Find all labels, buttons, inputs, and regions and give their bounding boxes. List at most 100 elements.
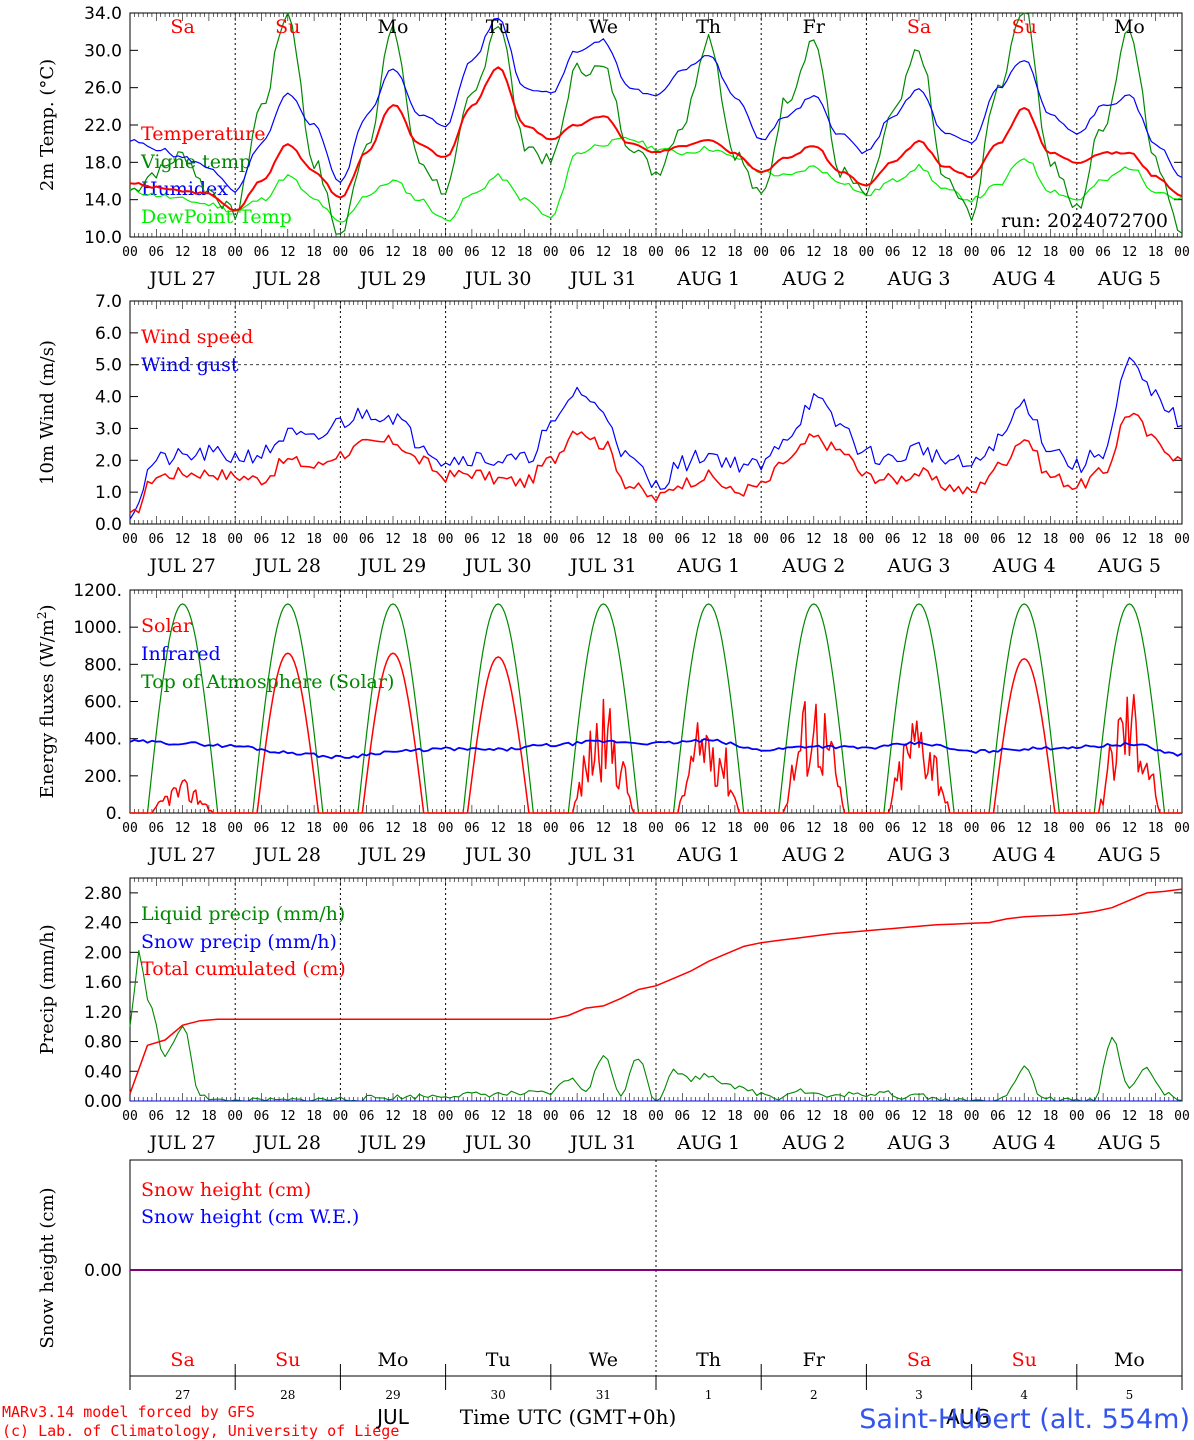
hour-tick-label: 12	[1016, 532, 1032, 547]
series-line-wind-speed	[129, 412, 1183, 514]
date-label: AUG 3	[886, 1132, 950, 1154]
hour-tick-label: 00	[1174, 821, 1190, 836]
hour-tick-label: 06	[674, 821, 690, 836]
legend-entry: Liquid precip (mm/h)	[141, 903, 345, 925]
y-tick-label: 1000.	[73, 618, 122, 638]
month-label-aug: AUG	[946, 1405, 990, 1429]
y-axis-label: 2m Temp. (°C)	[37, 59, 58, 191]
hour-tick-label: 12	[385, 821, 401, 836]
weekday-label: We	[589, 16, 618, 38]
date-label: JUL 31	[568, 844, 636, 866]
hour-tick-label: 06	[569, 1109, 585, 1124]
weekday-label: Fr	[803, 1349, 826, 1371]
day-number-label: 2	[810, 1388, 818, 1402]
weekday-label: Th	[696, 16, 721, 38]
hour-tick-label: 18	[1043, 1109, 1059, 1124]
date-label: JUL 30	[463, 844, 531, 866]
date-label: JUL 28	[253, 844, 321, 866]
hour-tick-label: 12	[701, 245, 717, 260]
date-label: JUL 30	[463, 1132, 531, 1154]
hour-tick-label: 12	[596, 245, 612, 260]
date-label: AUG 4	[992, 1132, 1056, 1154]
weekday-label: Mo	[1114, 1349, 1145, 1371]
hour-tick-label: 12	[911, 821, 927, 836]
hour-tick-label: 00	[964, 245, 980, 260]
date-label: JUL 29	[358, 555, 426, 577]
hour-tick-label: 06	[780, 245, 796, 260]
weekday-label: Sa	[170, 16, 194, 38]
hour-tick-label: 06	[990, 532, 1006, 547]
date-label: AUG 5	[1097, 844, 1161, 866]
date-label: JUL 28	[253, 555, 321, 577]
weekday-label: Su	[1012, 1349, 1037, 1371]
hour-tick-label: 12	[280, 821, 296, 836]
hour-tick-label: 00	[753, 245, 769, 260]
hour-tick-label: 06	[990, 1109, 1006, 1124]
hour-tick-label: 12	[596, 532, 612, 547]
hour-tick-label: 00	[1069, 245, 1085, 260]
hour-tick-label: 06	[674, 245, 690, 260]
y-tick-label: 0.80	[84, 1033, 122, 1053]
hour-tick-label: 06	[1095, 245, 1111, 260]
hour-tick-label: 12	[385, 532, 401, 547]
date-label: JUL 27	[147, 555, 215, 577]
hour-tick-label: 12	[806, 821, 822, 836]
y-tick-label: 0.40	[84, 1062, 122, 1082]
day-number-label: 5	[1126, 1388, 1134, 1402]
date-label: JUL 30	[463, 268, 531, 290]
weekday-label: Tu	[486, 16, 511, 38]
hour-tick-label: 18	[622, 821, 638, 836]
hour-tick-label: 00	[543, 821, 559, 836]
day-number-label: 29	[385, 1388, 400, 1402]
hour-tick-label: 18	[832, 245, 848, 260]
day-number-label: 27	[175, 1388, 190, 1402]
hour-tick-label: 18	[727, 821, 743, 836]
hour-tick-label: 12	[701, 1109, 717, 1124]
hour-tick-label: 06	[885, 245, 901, 260]
y-tick-label: 0.0	[95, 515, 122, 535]
hour-tick-label: 12	[1122, 532, 1138, 547]
hour-tick-label: 06	[1095, 1109, 1111, 1124]
series-line-wind-gust	[129, 356, 1183, 520]
hour-tick-label: 12	[701, 532, 717, 547]
hour-tick-label: 18	[201, 821, 217, 836]
legend-entry: Humidex	[141, 178, 228, 200]
weekday-label: Sa	[170, 1349, 194, 1371]
hour-tick-label: 00	[648, 821, 664, 836]
hour-tick-label: 18	[201, 532, 217, 547]
date-label: AUG 3	[886, 844, 950, 866]
time-axis-label: Time UTC (GMT+0h)	[460, 1405, 677, 1429]
hour-tick-label: 06	[148, 532, 164, 547]
hour-tick-label: 00	[1174, 1109, 1190, 1124]
panel-5: 0.00 Snow height (cm) Snow height (cm) Snow…	[37, 1159, 1183, 1377]
hour-tick-label: 18	[1043, 532, 1059, 547]
hour-tick-label: 00	[122, 1109, 138, 1124]
date-label: AUG 3	[886, 555, 950, 577]
hour-tick-label: 18	[937, 532, 953, 547]
panel-3: 00 06 12 18 00 06 12 18 00 06 12 18 00 06 12 18 00 06 12 18…	[35, 581, 1190, 866]
weekday-label: Su	[1012, 16, 1037, 38]
date-label: JUL 31	[568, 555, 636, 577]
hour-tick-label: 18	[937, 821, 953, 836]
hour-tick-label: 00	[227, 1109, 243, 1124]
y-tick-label: 18.0	[84, 153, 122, 173]
hour-tick-label: 06	[1095, 532, 1111, 547]
date-label: AUG 5	[1097, 1132, 1161, 1154]
hour-tick-label: 06	[569, 532, 585, 547]
y-tick-label: 5.0	[95, 356, 122, 376]
hour-tick-label: 12	[1016, 1109, 1032, 1124]
hour-tick-label: 00	[543, 1109, 559, 1124]
hour-tick-label: 06	[359, 245, 375, 260]
hour-tick-label: 00	[859, 532, 875, 547]
hour-tick-label: 00	[543, 532, 559, 547]
date-label: JUL 27	[147, 1132, 215, 1154]
hour-tick-label: 00	[122, 532, 138, 547]
hour-tick-label: 00	[753, 532, 769, 547]
station-label: Saint-Hubert (alt. 554m)	[859, 1404, 1190, 1435]
hour-tick-label: 18	[937, 245, 953, 260]
y-tick-label: 1.60	[84, 973, 122, 993]
hour-tick-label: 12	[280, 245, 296, 260]
y-tick-label: 14.0	[84, 191, 122, 211]
date-label: JUL 31	[568, 1132, 636, 1154]
